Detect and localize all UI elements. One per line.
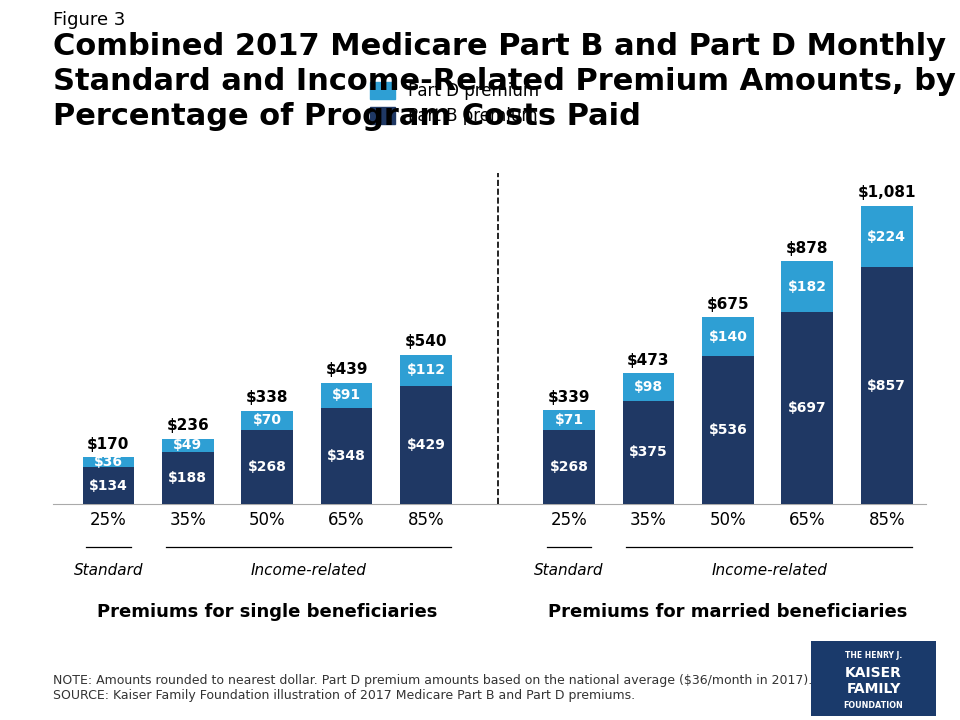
Bar (241, 430, 293, 504)
Text: Figure 3: Figure 3 (53, 11, 125, 29)
Text: Premiums for married beneficiaries: Premiums for married beneficiaries (548, 603, 907, 621)
Text: $134: $134 (89, 479, 128, 492)
Text: Standard: Standard (535, 563, 604, 578)
Bar (623, 400, 674, 504)
Legend: Part D premium, Part B premium: Part D premium, Part B premium (370, 82, 540, 125)
Text: $91: $91 (332, 388, 361, 402)
Bar (861, 206, 913, 267)
Text: FAMILY: FAMILY (847, 682, 900, 696)
Text: $49: $49 (173, 438, 203, 452)
Text: $338: $338 (246, 390, 288, 405)
Bar (241, 410, 293, 430)
Text: Combined 2017 Medicare Part B and Part D Monthly
Standard and Income-Related Pre: Combined 2017 Medicare Part B and Part D… (53, 32, 955, 131)
Bar (400, 355, 452, 386)
Text: Standard: Standard (74, 563, 143, 578)
Text: $188: $188 (168, 471, 207, 485)
Text: $268: $268 (248, 460, 287, 474)
Text: $375: $375 (629, 445, 668, 459)
Text: Income-related: Income-related (251, 563, 367, 578)
Bar (781, 261, 833, 312)
Text: $182: $182 (788, 279, 827, 294)
Text: $878: $878 (786, 241, 828, 256)
Bar (543, 410, 595, 430)
Text: $675: $675 (707, 297, 749, 312)
Bar (83, 467, 134, 504)
Text: $339: $339 (548, 390, 590, 405)
Bar (400, 386, 452, 504)
Text: $98: $98 (634, 380, 663, 394)
Text: THE HENRY J.: THE HENRY J. (845, 652, 902, 660)
Text: KAISER: KAISER (845, 666, 902, 680)
Text: $429: $429 (407, 438, 445, 451)
Text: $857: $857 (867, 379, 906, 392)
Text: NOTE: Amounts rounded to nearest dollar. Part D premium amounts based on the nat: NOTE: Amounts rounded to nearest dollar.… (53, 674, 812, 702)
Bar (321, 383, 372, 408)
Bar (781, 312, 833, 504)
Bar (702, 356, 754, 504)
Text: $36: $36 (94, 455, 123, 469)
Text: $697: $697 (788, 401, 827, 415)
Bar (861, 267, 913, 504)
Text: $112: $112 (407, 363, 445, 377)
Bar (83, 457, 134, 467)
Text: $473: $473 (627, 353, 670, 368)
Text: FOUNDATION: FOUNDATION (844, 701, 903, 710)
Text: $236: $236 (166, 418, 209, 433)
Text: $71: $71 (555, 413, 584, 427)
Text: $348: $348 (327, 449, 366, 463)
Bar (162, 452, 214, 504)
Text: $268: $268 (549, 460, 588, 474)
Text: $439: $439 (325, 362, 368, 377)
Bar (321, 408, 372, 504)
Text: Income-related: Income-related (711, 563, 828, 578)
Bar (702, 318, 754, 356)
Bar (162, 438, 214, 452)
Text: $224: $224 (867, 230, 906, 243)
Bar (623, 374, 674, 400)
Text: $70: $70 (252, 413, 281, 428)
Text: Premiums for single beneficiaries: Premiums for single beneficiaries (97, 603, 438, 621)
Text: $140: $140 (708, 330, 747, 343)
Text: $540: $540 (405, 334, 447, 349)
Text: $1,081: $1,081 (857, 185, 916, 200)
Bar (543, 430, 595, 504)
Text: $536: $536 (708, 423, 747, 437)
Text: $170: $170 (87, 436, 130, 451)
